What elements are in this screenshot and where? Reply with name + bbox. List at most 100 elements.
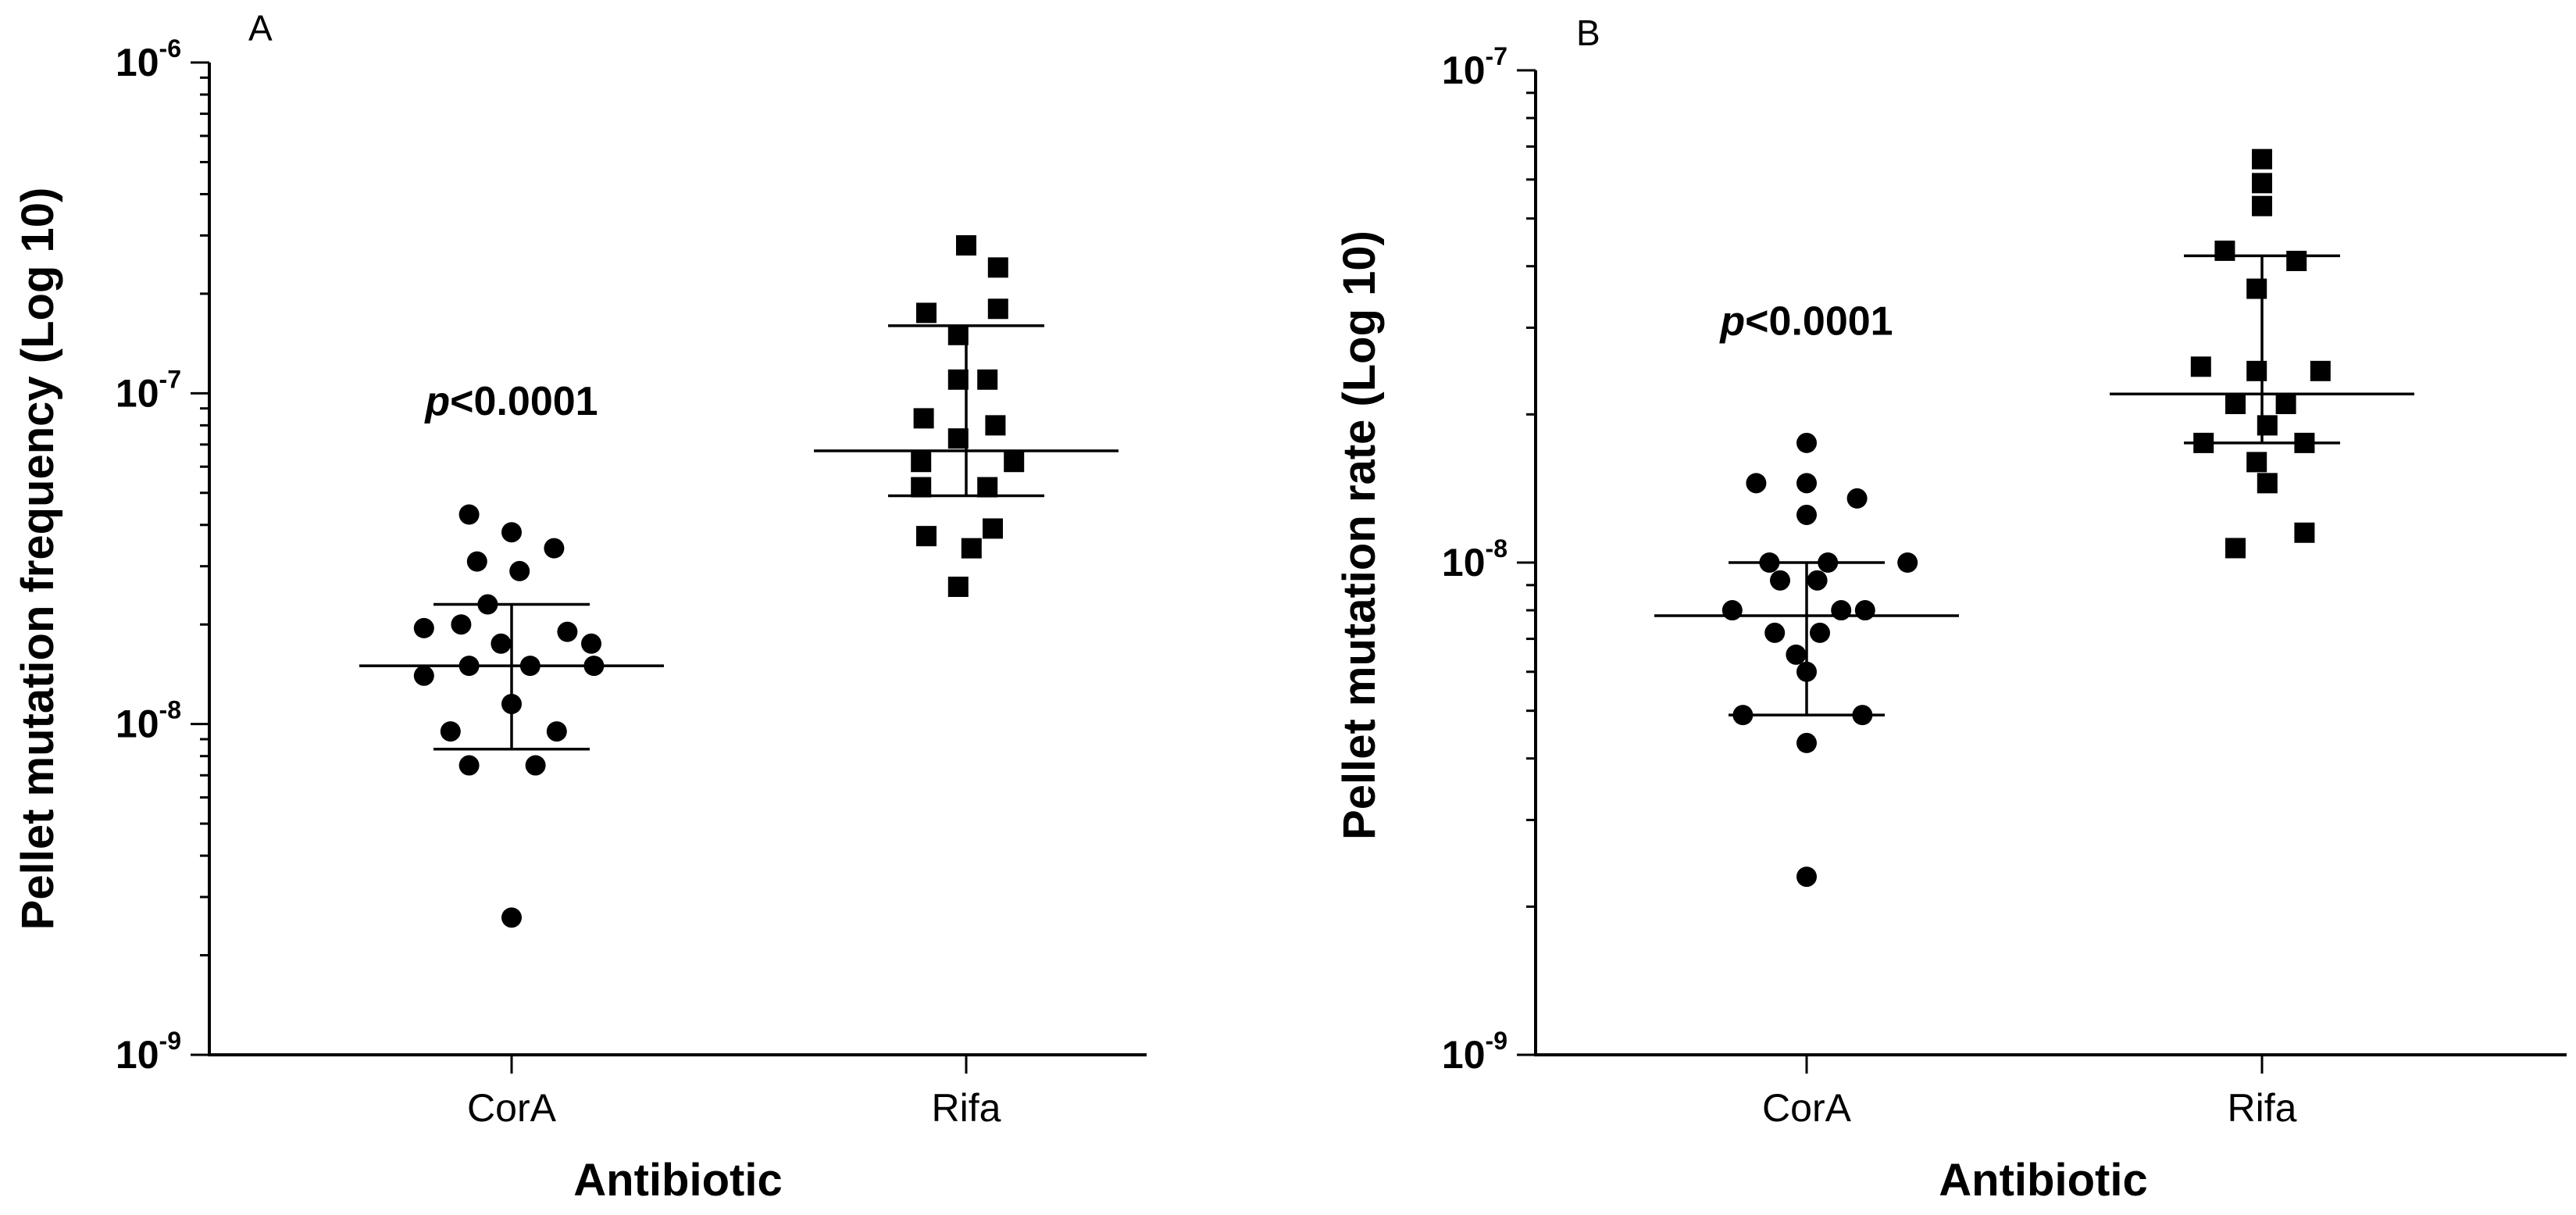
data-point-cora (440, 721, 461, 742)
data-point-cora (1759, 552, 1780, 573)
data-point-cora (581, 633, 601, 654)
data-point-rifa (977, 369, 998, 390)
data-point-cora (1796, 661, 1817, 682)
data-point-cora (458, 755, 480, 776)
data-point-rifa (947, 428, 969, 449)
x-tick-label: Rifa (932, 1086, 1001, 1130)
p-value-text: <0.0001 (1745, 298, 1893, 344)
data-point-rifa (2190, 356, 2211, 377)
data-point-cora (477, 594, 498, 615)
data-point-cora (1796, 867, 1817, 888)
p-value-text: <0.0001 (450, 379, 598, 424)
data-point-cora (546, 721, 567, 742)
summary-lines (359, 324, 1119, 751)
x-ticks: CorA Rifa (467, 1055, 1001, 1130)
data-point-cora (1796, 473, 1817, 494)
x-ticks: CorA Rifa (1762, 1055, 2297, 1130)
data-point-rifa (2246, 452, 2267, 473)
data-point-cora (451, 614, 472, 635)
x-tick-label: Rifa (2228, 1086, 2297, 1130)
data-point-rifa (987, 298, 1008, 320)
y-axis-title: Pellet mutation rate (Log 10) (1334, 230, 1385, 840)
data-point-cora (1807, 570, 1828, 591)
data-point-rifa (911, 477, 932, 498)
x-tick-label: CorA (1762, 1086, 1852, 1130)
data-point-cora (1764, 622, 1786, 643)
y-tick-label: 10-7 (116, 365, 181, 415)
data-point-rifa (2286, 250, 2307, 271)
p-value-annotation: p<0.0001 (1718, 298, 1893, 344)
data-point-cora (525, 755, 546, 776)
data-point-cora (1796, 504, 1817, 525)
data-point-rifa (1004, 452, 1025, 473)
data-point-rifa (947, 369, 969, 390)
data-point-cora (491, 633, 512, 654)
y-ticks: 10-9 10-8 10-7 (1442, 42, 1536, 1077)
data-point-rifa (2294, 522, 2315, 543)
data-point-rifa (947, 576, 969, 597)
data-point-rifa (2225, 538, 2246, 559)
y-tick-label: 10-8 (116, 696, 181, 746)
data-points (413, 235, 1025, 928)
data-point-rifa (2193, 432, 2214, 453)
data-point-rifa (2252, 173, 2272, 194)
data-point-rifa (913, 408, 934, 429)
data-point-rifa (983, 518, 1003, 539)
data-point-cora (458, 656, 480, 677)
x-tick-label: CorA (467, 1086, 557, 1130)
y-tick-label: 10-6 (116, 34, 181, 84)
data-point-cora (413, 617, 434, 638)
data-point-rifa (2252, 195, 2272, 216)
data-point-cora (1746, 473, 1767, 494)
data-point-rifa (2252, 148, 2272, 170)
data-point-rifa (2246, 278, 2267, 299)
data-point-rifa (916, 526, 937, 547)
data-point-rifa (2275, 394, 2296, 415)
data-point-rifa (2310, 360, 2331, 381)
data-point-cora (1786, 644, 1807, 665)
data-point-rifa (2225, 394, 2246, 415)
data-point-cora (1818, 552, 1839, 573)
data-point-cora (1854, 600, 1875, 621)
data-point-cora (1721, 600, 1743, 621)
data-point-cora (509, 560, 530, 581)
data-point-cora (1796, 432, 1817, 453)
data-point-rifa (961, 538, 982, 559)
data-point-rifa (2257, 415, 2278, 436)
y-tick-label: 10-9 (1442, 1027, 1507, 1077)
p-value-annotation: p<0.0001 (423, 379, 598, 424)
data-point-cora (413, 665, 434, 686)
data-point-rifa (956, 235, 976, 256)
data-point-cora (501, 907, 522, 928)
data-point-cora (1831, 600, 1852, 621)
data-point-rifa (987, 257, 1008, 278)
data-point-cora (583, 656, 605, 677)
data-point-rifa (911, 452, 932, 473)
panel-letter: B (1576, 13, 1600, 53)
data-point-rifa (2257, 473, 2278, 494)
y-tick-label: 10-8 (1442, 534, 1507, 584)
data-point-rifa (916, 302, 937, 323)
data-point-cora (1846, 488, 1868, 509)
data-point-rifa (2214, 240, 2235, 261)
y-tick-label: 10-7 (1442, 42, 1507, 92)
data-point-cora (1852, 705, 1873, 726)
x-axis-title: Antibiotic (573, 1155, 782, 1206)
data-point-rifa (2294, 432, 2315, 453)
data-point-cora (1732, 705, 1754, 726)
panel-letter: A (248, 8, 273, 48)
x-axis-title: Antibiotic (1939, 1155, 2147, 1206)
panel-a: A Pellet mutation frequency (Log 10) Ant… (12, 8, 1147, 1206)
data-point-cora (458, 504, 480, 525)
data-point-rifa (947, 324, 969, 345)
data-point-cora (557, 621, 578, 642)
data-point-cora (501, 693, 522, 714)
data-point-cora (544, 538, 565, 559)
data-point-rifa (2246, 360, 2267, 381)
data-point-cora (466, 551, 487, 572)
y-axis-title: Pellet mutation frequency (Log 10) (12, 188, 63, 931)
data-point-cora (1796, 732, 1817, 753)
data-point-cora (1897, 552, 1918, 573)
data-points (1721, 148, 2331, 888)
